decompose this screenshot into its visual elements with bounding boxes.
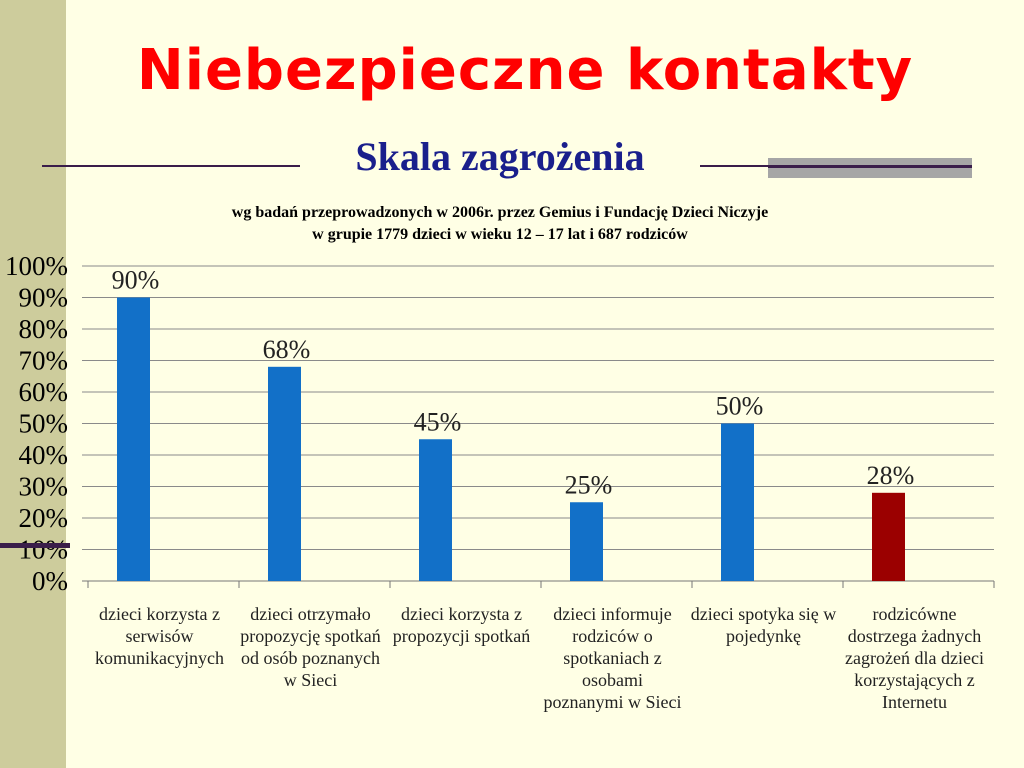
x-category-label: rodzicówne dostrzega żadnych zagrożeń dla … [840, 603, 990, 713]
x-category-label-line: dzieci korzysta z [401, 604, 522, 624]
slide-subtitle: Skala zagrożenia [300, 133, 700, 180]
left-accent-mark [0, 543, 70, 548]
header-rule-accent [768, 158, 972, 178]
x-category-label-line: rodzicówne [872, 604, 957, 624]
bar-value-label: 28% [867, 461, 915, 490]
y-tick-label: 40% [19, 440, 69, 470]
x-category-label-line: poznanymi w Sieci [543, 692, 682, 712]
y-tick-label: 20% [19, 503, 69, 533]
y-tick-label: 80% [19, 314, 69, 344]
x-category-label-line: dostrzega żadnych [847, 626, 982, 646]
x-category-label-line: dzieci informuje [553, 604, 672, 624]
source-note-line-1: wg badań przeprowadzonych w 2006r. przez… [231, 204, 769, 221]
side-strip [0, 0, 66, 768]
x-category-label: dzieci korzysta z serwisów komunikacyjnych [85, 603, 235, 669]
source-note-line-2: w grupie 1779 dzieci w wieku 12 – 17 lat… [312, 226, 688, 243]
slide-title: Niebezpieczne kontakty [136, 38, 914, 103]
x-category-label-line: pojedynkę [726, 626, 801, 646]
bar-value-label: 25% [565, 470, 613, 499]
x-category-label-line: komunikacyjnych [95, 648, 224, 668]
bar [117, 297, 150, 581]
bar [721, 423, 754, 581]
x-category-label-line: spotkaniach z [563, 648, 662, 668]
source-note: wg badań przeprowadzonych w 2006r. przez… [100, 202, 900, 246]
y-tick-label: 100% [5, 251, 68, 281]
x-category-label-line: w Sieci [283, 670, 338, 690]
y-tick-label: 60% [19, 377, 69, 407]
bar [872, 492, 905, 581]
x-category-label: dzieci spotyka się w pojedynkę [689, 603, 839, 647]
bar [570, 502, 603, 581]
bar [268, 366, 301, 581]
x-category-label-line: dzieci spotyka się w [690, 604, 837, 624]
x-category-label: dzieci otrzymało propozycję spotkań od osó… [236, 603, 386, 691]
x-category-label: dzieci korzysta z propozycji spotkań [387, 603, 537, 647]
x-category-label-line: rodziców o [572, 626, 653, 646]
x-category-label-line: korzystających z [854, 670, 975, 690]
y-tick-label: 50% [19, 409, 69, 439]
x-category-label-line: serwisów [125, 626, 194, 646]
y-tick-label: 10% [19, 535, 69, 565]
y-tick-label: 70% [19, 346, 69, 376]
bar [419, 439, 452, 581]
bar-value-label: 90% [112, 266, 160, 295]
x-category-label-line: od osób poznanych [241, 648, 380, 668]
x-category-label-line: propozycję spotkań [240, 626, 381, 646]
x-category-label-line: osobami [582, 670, 643, 690]
bar-value-label: 45% [414, 407, 462, 436]
x-category-label-line: Internetu [882, 692, 947, 712]
x-category-label-line: dzieci korzysta z [99, 604, 220, 624]
x-category-label-line: dzieci otrzymało [250, 604, 371, 624]
y-tick-label: 0% [32, 566, 68, 596]
x-category-label-line: zagrożeń dla dzieci [845, 648, 984, 668]
bar-value-label: 50% [716, 392, 764, 421]
bar-value-label: 68% [263, 335, 311, 364]
y-tick-label: 30% [19, 472, 69, 502]
x-category-label-line: propozycji spotkań [392, 626, 531, 646]
y-tick-label: 90% [19, 283, 69, 313]
